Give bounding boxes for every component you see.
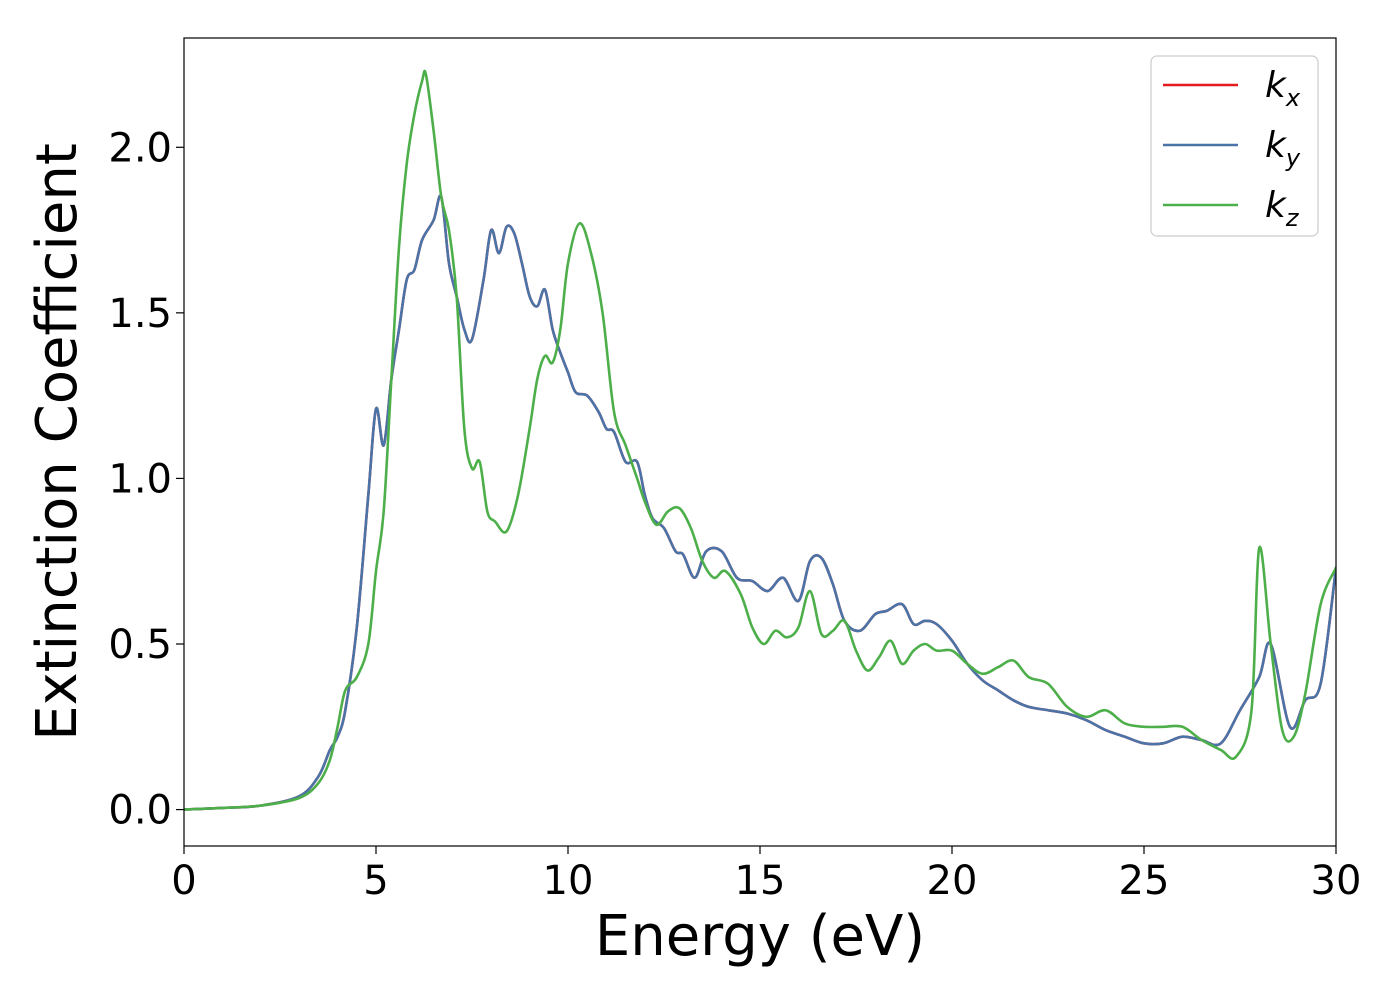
x-axis: 0 5 10 15 20 25 30 <box>171 846 1361 904</box>
legend-label-ky: ky <box>1265 125 1301 172</box>
y-tick-label: 1.5 <box>108 291 172 337</box>
x-tick-label: 30 <box>1311 858 1362 904</box>
x-tick-label: 10 <box>543 858 594 904</box>
x-tick-label: 20 <box>927 858 978 904</box>
y-tick-label: 0.5 <box>108 622 172 668</box>
x-tick-label: 0 <box>171 858 196 904</box>
y-axis: 0.0 0.5 1.0 1.5 2.0 <box>108 125 184 834</box>
series-layer <box>184 69 1336 811</box>
series-line-ky <box>184 194 1336 811</box>
y-tick-label: 1.0 <box>108 456 172 502</box>
x-axis-title: Energy (eV) <box>595 904 925 969</box>
y-tick-label: 0.0 <box>108 788 172 834</box>
x-tick-label: 15 <box>735 858 786 904</box>
x-tick-label: 25 <box>1119 858 1170 904</box>
x-tick-label: 5 <box>363 858 388 904</box>
y-axis-title: Extinction Coefficient <box>25 143 90 741</box>
legend-label-kx: kx <box>1265 65 1301 112</box>
series-line-kz <box>184 69 1336 811</box>
y-tick-label: 2.0 <box>108 125 172 171</box>
